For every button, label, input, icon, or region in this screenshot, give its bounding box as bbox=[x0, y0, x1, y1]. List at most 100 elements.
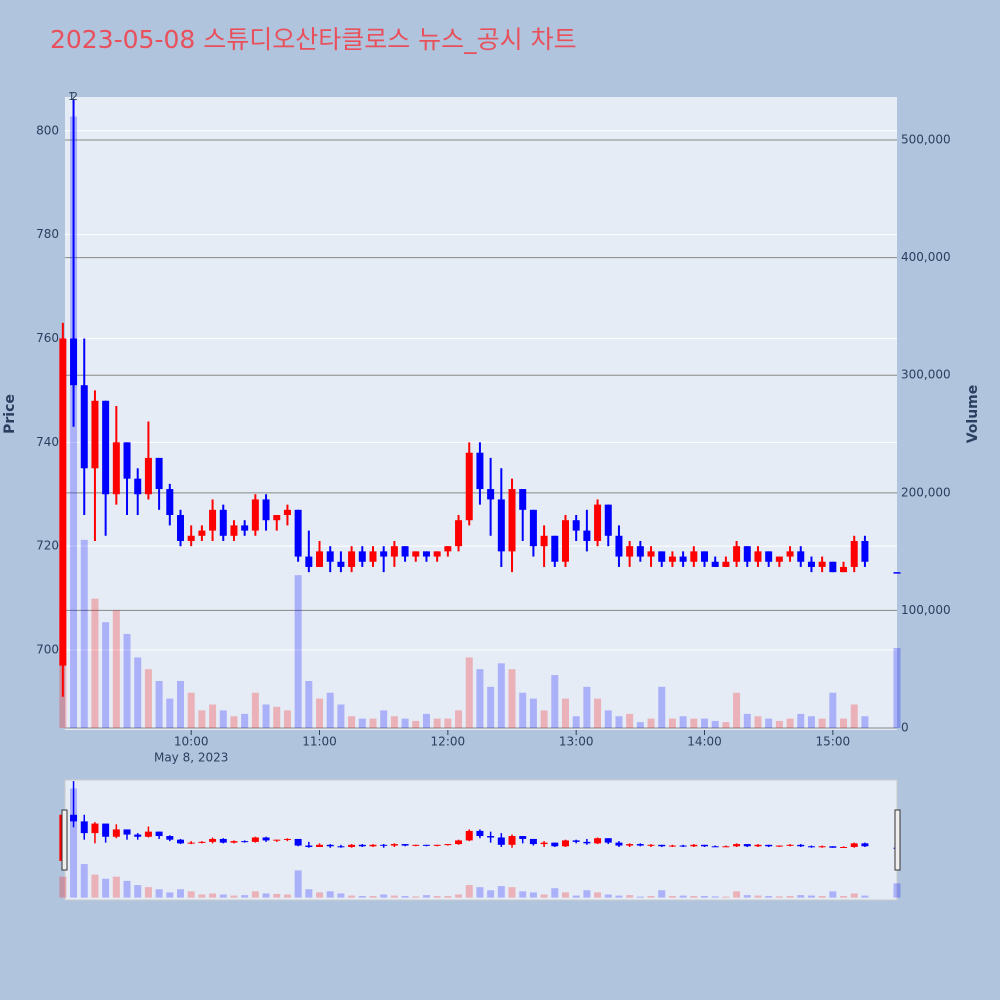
mini-candle-body bbox=[583, 841, 591, 844]
candle-body bbox=[444, 546, 452, 552]
mini-volume-bar bbox=[679, 895, 687, 898]
volume-bar bbox=[765, 718, 773, 729]
volume-bar bbox=[230, 716, 238, 729]
mini-candle-body bbox=[658, 844, 666, 847]
volume-bar bbox=[818, 718, 826, 729]
candle-body bbox=[647, 551, 655, 557]
mini-candle-body bbox=[348, 844, 356, 848]
mini-volume-bar bbox=[508, 887, 516, 898]
mini-volume-bar bbox=[241, 895, 249, 898]
mini-volume-bar bbox=[144, 887, 152, 898]
mini-volume-bar bbox=[754, 895, 762, 898]
mini-volume-bar bbox=[123, 880, 131, 898]
mini-volume-bar bbox=[647, 895, 655, 898]
volume-bar bbox=[455, 710, 463, 729]
mini-volume-bar bbox=[155, 889, 163, 898]
mini-candle-body bbox=[80, 821, 88, 834]
mini-candle-body bbox=[455, 840, 463, 845]
volume-bar bbox=[647, 718, 655, 729]
mini-candle-body bbox=[176, 839, 184, 844]
mini-candle-body bbox=[690, 844, 698, 847]
candle-body bbox=[144, 457, 152, 495]
volume-bar bbox=[733, 692, 741, 729]
candle-body bbox=[508, 489, 516, 552]
volume-bar bbox=[668, 718, 676, 729]
y-tick-label: 700 bbox=[36, 643, 59, 657]
candle-body bbox=[465, 452, 473, 521]
mini-candle-body bbox=[91, 823, 99, 834]
mini-candle-body bbox=[112, 829, 120, 837]
mini-volume-bar bbox=[861, 895, 869, 898]
mini-volume-bar bbox=[615, 895, 623, 898]
candle-body bbox=[358, 551, 366, 562]
candle-body bbox=[626, 546, 634, 557]
mini-candle-body bbox=[733, 844, 741, 847]
volume-bar bbox=[679, 716, 687, 729]
volume-bar bbox=[701, 718, 709, 729]
mini-volume-bar bbox=[219, 894, 227, 898]
mini-volume-bar bbox=[850, 893, 858, 898]
candle-body bbox=[679, 556, 687, 562]
volume-bar bbox=[144, 669, 152, 729]
mini-candle-body bbox=[198, 841, 206, 843]
candle-body bbox=[283, 509, 291, 516]
range-handle[interactable] bbox=[894, 809, 901, 871]
mini-candle-body bbox=[840, 847, 848, 849]
volume-bar bbox=[262, 704, 270, 729]
mini-volume-bar bbox=[636, 896, 644, 898]
volume-bar bbox=[305, 680, 313, 729]
mini-candle-body bbox=[647, 844, 655, 846]
candle-body bbox=[348, 551, 356, 567]
mini-candle-body bbox=[551, 842, 559, 847]
mini-volume-bar bbox=[230, 895, 238, 898]
volume-bar bbox=[551, 675, 559, 729]
mini-candle-body bbox=[273, 839, 281, 841]
mini-volume-bar bbox=[797, 895, 805, 898]
volume-bar bbox=[497, 663, 505, 729]
candle-body bbox=[209, 509, 217, 531]
volume-bar bbox=[604, 710, 612, 729]
candle-body bbox=[604, 504, 612, 536]
volume-bar bbox=[615, 716, 623, 729]
volume-bar bbox=[444, 718, 452, 729]
mini-candle-body bbox=[476, 830, 484, 837]
mini-volume-bar bbox=[807, 895, 815, 898]
mini-candle-body bbox=[529, 838, 537, 845]
mini-volume-bar bbox=[176, 889, 184, 898]
mini-candle-body bbox=[594, 838, 602, 844]
mini-candle-body bbox=[166, 836, 174, 840]
mini-candle-body bbox=[668, 845, 676, 847]
range-handle[interactable] bbox=[61, 809, 68, 871]
volume-bar bbox=[219, 710, 227, 729]
candle-body bbox=[241, 525, 249, 531]
mini-volume-bar bbox=[358, 895, 366, 898]
mini-candle-body bbox=[283, 838, 291, 840]
candle-body bbox=[487, 489, 495, 500]
mini-candle-body bbox=[807, 846, 815, 848]
mini-candle-body bbox=[765, 844, 773, 847]
volume-bar bbox=[412, 720, 420, 729]
chart-title: 2023-05-08 스튜디오산타클로스 뉴스_공시 차트 bbox=[50, 25, 577, 54]
candle-body bbox=[380, 551, 388, 557]
range-slider[interactable] bbox=[64, 779, 898, 901]
volume-bar bbox=[658, 686, 666, 729]
mini-volume-bar bbox=[497, 886, 505, 898]
candle-body bbox=[690, 551, 698, 562]
candle-body bbox=[187, 535, 195, 541]
y2-tick-label: 200,000 bbox=[901, 485, 951, 499]
mini-volume-bar bbox=[187, 891, 195, 898]
mini-volume-bar bbox=[893, 883, 901, 898]
volume-bar bbox=[166, 698, 174, 729]
mini-volume-bar bbox=[209, 893, 217, 898]
mini-volume-bar bbox=[305, 889, 313, 898]
mini-candle-body bbox=[615, 842, 623, 846]
x-tick-label: 11:00 bbox=[302, 735, 337, 749]
mini-volume-bar bbox=[166, 892, 174, 898]
volume-bar bbox=[775, 720, 783, 729]
candle-body bbox=[326, 551, 334, 562]
candle-body bbox=[198, 530, 206, 536]
volume-bar bbox=[636, 722, 644, 729]
candle-body bbox=[176, 515, 184, 541]
mini-volume-bar bbox=[294, 870, 302, 898]
